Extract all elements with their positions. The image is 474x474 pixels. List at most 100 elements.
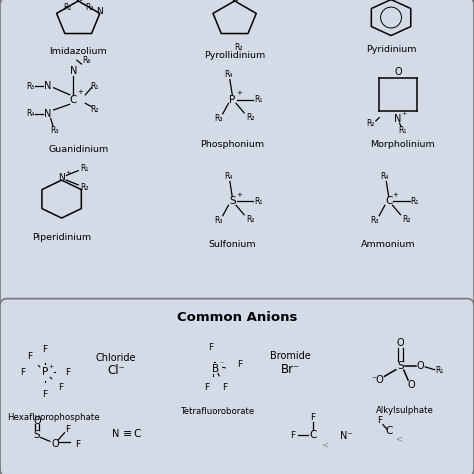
Text: Alkylsulphate: Alkylsulphate bbox=[376, 407, 434, 415]
Text: Hexafluorophosphate: Hexafluorophosphate bbox=[7, 413, 100, 421]
Text: F: F bbox=[65, 368, 70, 376]
Text: Cl⁻: Cl⁻ bbox=[107, 364, 125, 377]
Text: F: F bbox=[27, 353, 32, 361]
Text: Common Anions: Common Anions bbox=[177, 311, 297, 324]
Text: C: C bbox=[134, 428, 141, 439]
Text: F: F bbox=[75, 440, 80, 449]
Text: N: N bbox=[44, 81, 51, 91]
Text: N: N bbox=[112, 428, 120, 439]
Text: F: F bbox=[20, 368, 25, 376]
Text: R₁: R₁ bbox=[435, 366, 444, 375]
Text: R₁: R₁ bbox=[254, 95, 263, 104]
Text: O: O bbox=[394, 67, 402, 77]
Text: F: F bbox=[310, 413, 315, 421]
Text: O: O bbox=[417, 361, 424, 371]
Text: P: P bbox=[42, 367, 48, 377]
Text: +: + bbox=[236, 192, 242, 198]
Text: R₄: R₄ bbox=[27, 109, 35, 118]
Text: ⁻O: ⁻O bbox=[372, 375, 384, 385]
Text: R₆: R₆ bbox=[82, 56, 91, 64]
Text: Guanidinium: Guanidinium bbox=[48, 145, 109, 154]
Text: N: N bbox=[75, 0, 82, 3]
Text: N⁻: N⁻ bbox=[340, 431, 352, 441]
Text: +: + bbox=[77, 90, 83, 95]
Text: R₄: R₄ bbox=[224, 173, 233, 181]
FancyBboxPatch shape bbox=[0, 0, 474, 308]
Text: Br⁻: Br⁻ bbox=[281, 363, 300, 376]
Text: N: N bbox=[231, 0, 238, 2]
Text: N: N bbox=[70, 66, 77, 76]
Text: C: C bbox=[385, 426, 392, 437]
Text: R₁: R₁ bbox=[410, 197, 419, 206]
Text: Pyrollidinium: Pyrollidinium bbox=[204, 52, 265, 60]
Text: F: F bbox=[291, 431, 295, 439]
Text: Chloride: Chloride bbox=[96, 353, 137, 363]
Text: C: C bbox=[70, 94, 77, 105]
Text: R₁: R₁ bbox=[399, 126, 407, 135]
Text: Sulfonium: Sulfonium bbox=[209, 240, 256, 248]
Text: R₃: R₃ bbox=[370, 216, 379, 225]
Text: R₄: R₄ bbox=[224, 71, 233, 79]
Text: Piperidinium: Piperidinium bbox=[32, 234, 91, 242]
Text: R₂: R₂ bbox=[80, 183, 89, 191]
Text: N: N bbox=[388, 0, 394, 1]
Text: R₂: R₂ bbox=[234, 43, 243, 52]
Text: S: S bbox=[229, 196, 236, 207]
Text: Pyridinium: Pyridinium bbox=[366, 46, 416, 54]
Text: F: F bbox=[58, 383, 63, 392]
Text: +: + bbox=[65, 170, 71, 175]
Text: S: S bbox=[397, 361, 404, 371]
Text: C: C bbox=[385, 196, 392, 207]
Text: Tetrafluoroborate: Tetrafluoroborate bbox=[181, 407, 255, 416]
Text: F: F bbox=[43, 345, 47, 354]
Text: F: F bbox=[223, 383, 228, 392]
Text: C: C bbox=[309, 430, 317, 440]
Text: F: F bbox=[65, 425, 70, 434]
Text: R₃: R₃ bbox=[214, 114, 222, 123]
Text: R₂: R₂ bbox=[91, 105, 99, 113]
Text: <: < bbox=[396, 434, 402, 443]
Text: ⁻: ⁻ bbox=[220, 360, 224, 368]
Text: R₃: R₃ bbox=[50, 126, 59, 135]
Text: R₅: R₅ bbox=[27, 82, 35, 91]
Text: +: + bbox=[48, 364, 54, 369]
Text: B: B bbox=[212, 364, 219, 374]
Text: R₃: R₃ bbox=[214, 216, 222, 225]
Text: R₂: R₂ bbox=[246, 113, 255, 122]
Text: <: < bbox=[321, 440, 328, 449]
Text: ≡: ≡ bbox=[122, 428, 132, 439]
Text: F: F bbox=[377, 417, 382, 425]
Text: R₄: R₄ bbox=[381, 173, 389, 181]
Text: O: O bbox=[33, 416, 41, 426]
Text: +: + bbox=[401, 111, 407, 116]
Text: Bromide: Bromide bbox=[270, 351, 310, 362]
Text: N: N bbox=[44, 109, 51, 119]
Text: N: N bbox=[58, 173, 65, 182]
Text: Phosphonium: Phosphonium bbox=[200, 140, 264, 149]
Text: F: F bbox=[209, 343, 213, 352]
Text: N: N bbox=[97, 7, 103, 16]
Text: O: O bbox=[397, 338, 404, 348]
Text: R₁: R₁ bbox=[63, 3, 71, 12]
Text: +: + bbox=[392, 192, 398, 198]
Text: P: P bbox=[229, 94, 236, 105]
FancyBboxPatch shape bbox=[0, 299, 474, 474]
Text: F: F bbox=[43, 391, 47, 399]
Text: R₂: R₂ bbox=[366, 119, 375, 128]
Text: F: F bbox=[237, 361, 242, 369]
Text: Imidazolium: Imidazolium bbox=[49, 47, 107, 55]
Text: S: S bbox=[34, 430, 40, 440]
Text: R₂: R₂ bbox=[402, 215, 411, 224]
Text: O: O bbox=[407, 380, 415, 390]
Text: R₁: R₁ bbox=[91, 82, 99, 91]
Text: +: + bbox=[236, 90, 242, 96]
Text: R₁: R₁ bbox=[254, 197, 263, 206]
Text: R₂: R₂ bbox=[246, 215, 255, 224]
Text: O: O bbox=[51, 438, 59, 449]
Text: Ammonium: Ammonium bbox=[361, 240, 416, 248]
Text: R₂: R₂ bbox=[85, 3, 94, 12]
Text: R₁: R₁ bbox=[80, 164, 89, 173]
Text: Morpholinium: Morpholinium bbox=[371, 140, 435, 149]
Text: N: N bbox=[394, 113, 402, 124]
Text: F: F bbox=[205, 383, 210, 392]
